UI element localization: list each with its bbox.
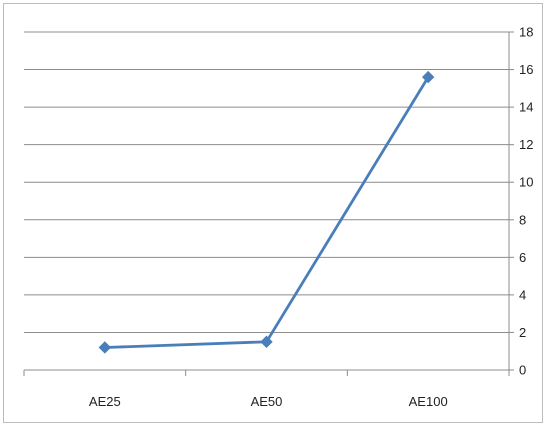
chart-frame xyxy=(3,3,543,423)
y-tick-label: 8 xyxy=(519,212,526,227)
data-point-ae100 xyxy=(421,70,435,84)
y-tick-label: 10 xyxy=(519,175,533,190)
gridlines xyxy=(24,31,509,333)
y-tick-label: 4 xyxy=(519,287,526,302)
y-tick-label: 12 xyxy=(519,137,533,152)
y-axis-tick-labels: 0 2 4 6 8 10 12 14 16 18 xyxy=(519,25,533,378)
y-tick-label: 0 xyxy=(519,363,526,378)
series-line xyxy=(104,76,430,349)
y-tick-label: 16 xyxy=(519,62,533,77)
axes xyxy=(23,31,514,376)
y-tick-label: 2 xyxy=(519,325,526,340)
y-tick-label: 14 xyxy=(519,100,533,115)
y-tick-label: 6 xyxy=(519,250,526,265)
x-axis-tick-labels: AE25 AE50 AE100 xyxy=(89,394,448,409)
x-tick-label-ae50: AE50 xyxy=(251,394,283,409)
x-tick-label-ae25: AE25 xyxy=(89,394,121,409)
y-tick-label: 18 xyxy=(519,25,533,40)
x-tick-label-ae100: AE100 xyxy=(409,394,448,409)
series-layer xyxy=(98,70,435,354)
data-point-ae25 xyxy=(98,341,112,354)
data-point-ae50 xyxy=(260,335,273,349)
